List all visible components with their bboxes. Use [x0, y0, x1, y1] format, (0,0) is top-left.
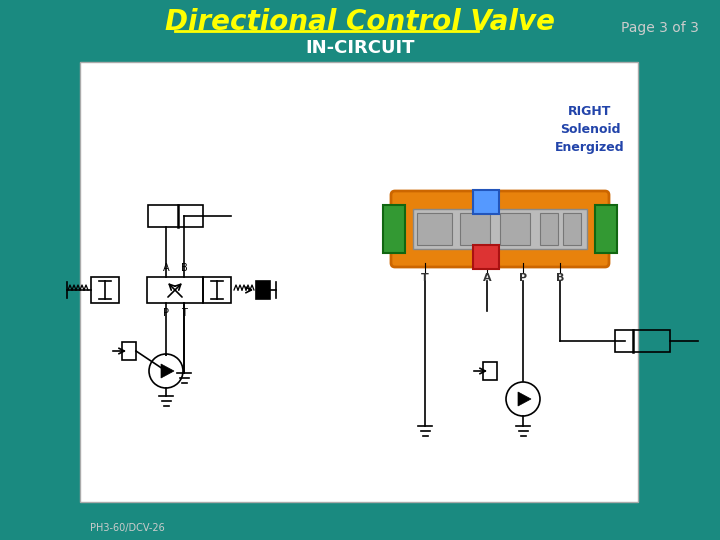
Bar [256, 281, 270, 299]
Bar [80, 62, 638, 502]
Text: A: A [163, 263, 169, 273]
Bar [91, 277, 119, 303]
Bar [147, 277, 203, 303]
Bar [473, 245, 499, 269]
Bar [540, 213, 558, 245]
Text: P: P [163, 308, 169, 318]
Polygon shape [518, 392, 531, 406]
Text: A: A [482, 273, 491, 283]
Text: P: P [519, 273, 527, 283]
Text: PH3-60/DCV-26: PH3-60/DCV-26 [90, 523, 165, 533]
Bar [417, 213, 452, 245]
Bar [500, 213, 530, 245]
Bar [460, 213, 490, 245]
Text: RIGHT
Solenoid
Energized: RIGHT Solenoid Energized [555, 105, 625, 154]
Bar [122, 342, 136, 360]
Polygon shape [161, 364, 174, 378]
Bar [413, 209, 587, 249]
FancyBboxPatch shape [391, 191, 609, 267]
Bar [473, 190, 499, 214]
Bar [563, 213, 581, 245]
Text: Directional Control Valve: Directional Control Valve [165, 8, 555, 36]
Bar [483, 362, 497, 380]
Text: B: B [181, 263, 187, 273]
Bar [148, 205, 202, 227]
Bar [615, 330, 670, 352]
Text: T: T [421, 273, 429, 283]
Bar [595, 205, 617, 253]
Text: IN-CIRCUIT: IN-CIRCUIT [305, 39, 415, 57]
Text: Page 3 of 3: Page 3 of 3 [621, 21, 699, 35]
Text: B: B [556, 273, 564, 283]
Text: T: T [181, 308, 187, 318]
Bar [203, 277, 231, 303]
Bar [383, 205, 405, 253]
